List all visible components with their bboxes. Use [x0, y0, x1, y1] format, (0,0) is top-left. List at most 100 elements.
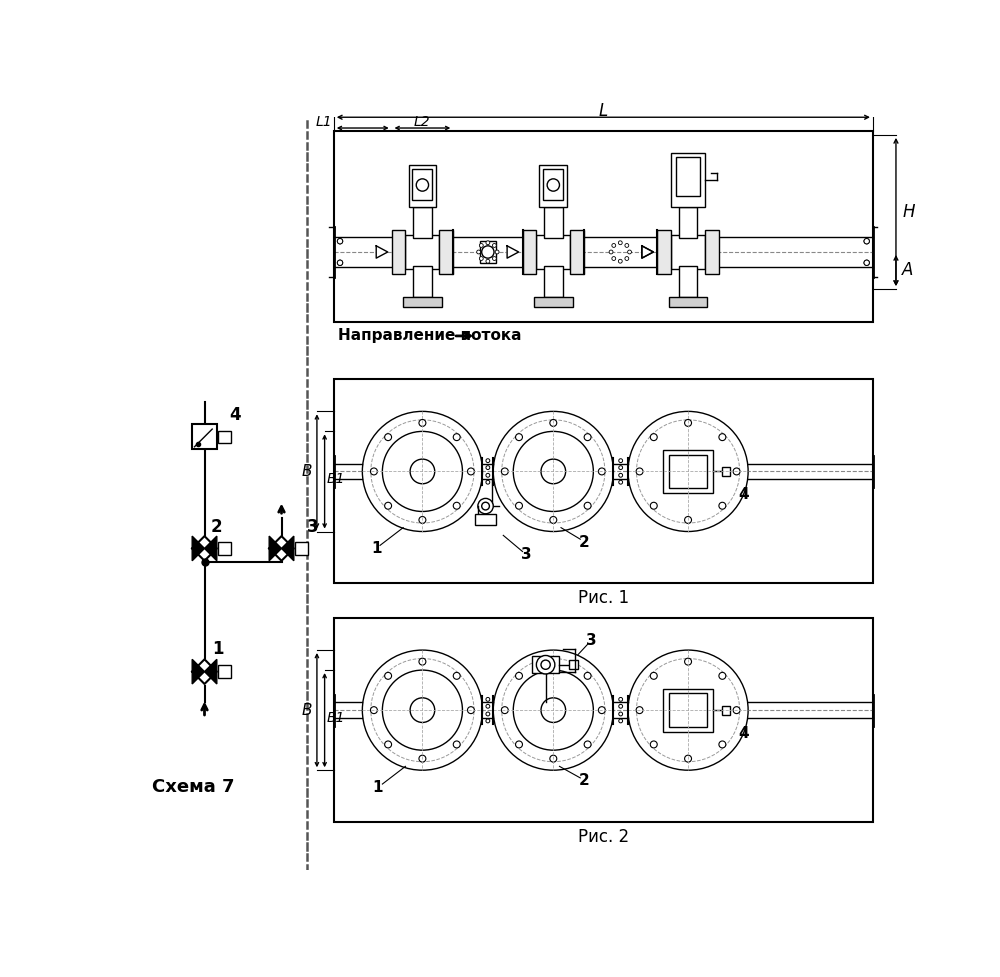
Bar	[569, 660, 578, 669]
Bar	[663, 689, 713, 732]
Circle shape	[541, 459, 566, 484]
Bar	[671, 153, 705, 207]
Circle shape	[467, 468, 474, 475]
Bar	[671, 235, 705, 269]
Circle shape	[486, 474, 490, 477]
Text: 4: 4	[738, 726, 749, 741]
Circle shape	[486, 466, 490, 470]
Circle shape	[625, 257, 629, 261]
Bar	[403, 297, 442, 308]
Text: L: L	[599, 102, 608, 120]
Circle shape	[370, 706, 377, 713]
Bar	[663, 449, 713, 493]
Circle shape	[479, 243, 483, 247]
Circle shape	[550, 517, 557, 524]
Text: Направление потока: Направление потока	[338, 328, 521, 344]
Circle shape	[482, 502, 489, 510]
Text: B: B	[302, 464, 312, 479]
Bar	[722, 705, 730, 715]
Circle shape	[492, 243, 496, 247]
Text: B: B	[302, 702, 312, 718]
Bar	[544, 207, 563, 238]
Bar	[676, 157, 700, 195]
Circle shape	[467, 706, 474, 713]
Circle shape	[493, 411, 613, 531]
Bar	[295, 542, 308, 555]
Circle shape	[685, 517, 692, 524]
Bar	[334, 617, 873, 822]
Circle shape	[685, 419, 692, 426]
Circle shape	[733, 468, 740, 475]
Bar	[532, 657, 559, 673]
Circle shape	[453, 434, 460, 441]
Bar	[439, 231, 453, 274]
Bar	[523, 231, 536, 274]
Text: B1: B1	[326, 472, 345, 487]
Bar	[218, 542, 231, 555]
Bar	[413, 207, 432, 238]
Polygon shape	[282, 536, 294, 561]
Circle shape	[486, 712, 490, 716]
Text: B1: B1	[326, 711, 345, 725]
Circle shape	[584, 502, 591, 509]
Circle shape	[650, 672, 657, 679]
Circle shape	[619, 719, 623, 723]
Circle shape	[719, 434, 726, 441]
Bar	[192, 424, 217, 449]
Bar	[544, 266, 563, 297]
Circle shape	[478, 498, 493, 514]
Text: 2: 2	[579, 774, 589, 788]
Bar	[705, 231, 719, 274]
Circle shape	[486, 719, 490, 723]
Polygon shape	[507, 246, 519, 258]
Circle shape	[337, 260, 343, 266]
Circle shape	[385, 672, 392, 679]
Circle shape	[486, 459, 490, 462]
Bar	[392, 231, 405, 274]
Circle shape	[477, 250, 481, 254]
Polygon shape	[376, 246, 388, 258]
Circle shape	[864, 260, 869, 266]
Circle shape	[486, 698, 490, 701]
Circle shape	[609, 250, 613, 254]
Circle shape	[370, 468, 377, 475]
Text: A: A	[902, 262, 913, 279]
Circle shape	[619, 698, 623, 701]
Text: 1: 1	[371, 541, 381, 556]
Circle shape	[382, 670, 462, 750]
Circle shape	[516, 434, 522, 441]
Circle shape	[584, 672, 591, 679]
Bar	[334, 379, 873, 583]
Circle shape	[410, 459, 435, 484]
Polygon shape	[192, 536, 205, 561]
Circle shape	[547, 179, 559, 191]
Circle shape	[618, 259, 622, 263]
Circle shape	[636, 706, 643, 713]
Bar	[657, 231, 671, 274]
Polygon shape	[642, 246, 653, 258]
Circle shape	[419, 419, 426, 426]
Circle shape	[719, 502, 726, 509]
Circle shape	[536, 656, 555, 674]
Circle shape	[479, 257, 483, 261]
Circle shape	[650, 502, 657, 509]
Text: 4: 4	[229, 406, 241, 424]
Circle shape	[385, 434, 392, 441]
Text: L2: L2	[414, 115, 431, 129]
Circle shape	[619, 474, 623, 477]
Bar	[218, 431, 231, 443]
Circle shape	[419, 755, 426, 762]
Circle shape	[619, 704, 623, 708]
Circle shape	[492, 257, 496, 261]
Bar	[409, 165, 436, 207]
Circle shape	[619, 459, 623, 462]
Circle shape	[864, 260, 869, 266]
Circle shape	[362, 650, 482, 770]
Circle shape	[628, 411, 748, 531]
Bar	[669, 694, 707, 727]
Circle shape	[416, 179, 429, 191]
Text: 2: 2	[579, 534, 589, 550]
Circle shape	[550, 419, 557, 426]
Text: 3: 3	[306, 518, 318, 535]
Circle shape	[598, 706, 605, 713]
